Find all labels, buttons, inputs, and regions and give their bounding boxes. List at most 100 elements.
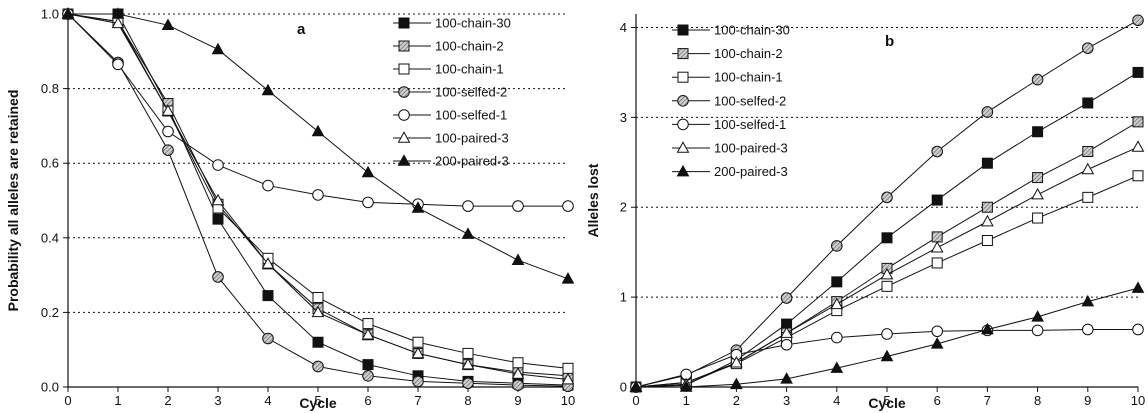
data-point [1082,323,1094,336]
data-point [830,297,844,310]
data-point [1031,187,1044,200]
data-point [362,196,374,209]
legend-label: 100-paired-3 [435,131,509,146]
data-point [629,380,643,392]
x-tick-label: 3 [214,393,221,408]
legend-label: 100-chain-30 [435,16,511,31]
series-100-chain-30 [630,66,1144,393]
data-point [212,159,224,171]
y-tick-label: 0.8 [41,81,59,96]
y-tick-label: 0.2 [41,305,59,320]
data-point [981,157,993,169]
data-point [1031,324,1044,337]
x-axis-title: Cycle [299,395,337,411]
y-tick-label: 0.6 [41,156,59,171]
data-point [562,200,574,212]
legend-label: 200-paired-3 [714,164,788,179]
x-tick-label: 2 [733,393,740,408]
x-tick-label: 10 [1131,393,1145,408]
data-point [1032,126,1044,138]
data-point [1132,14,1144,27]
data-point [780,338,793,351]
legend: 100-chain-30 100-chain-2 100-chain-1 100-se… [672,23,790,179]
x-tick-label: 8 [464,393,471,408]
x-tick-label: 0 [64,393,71,408]
legend-item: 100-selfed-2 [672,93,786,108]
series-line [635,71,1139,388]
data-point [881,328,893,340]
y-axis-title: Alleles lost [585,163,601,237]
data-point [1082,146,1094,158]
data-point [1132,323,1144,336]
data-point [312,360,324,373]
data-point [931,145,944,158]
series-200-paired-3 [61,7,575,284]
y-tick-label: 0.0 [41,380,59,395]
data-point [312,336,324,348]
x-tick-label: 5 [883,393,890,408]
data-point [1032,172,1044,184]
data-point [461,227,475,239]
data-point [1131,140,1145,152]
x-tick-label: 5 [314,393,321,408]
data-point [1081,294,1095,307]
data-point [512,200,524,212]
data-point [1132,170,1144,182]
x-tick-label: 4 [264,393,271,408]
x-tick-label: 4 [833,393,840,408]
data-point [730,377,743,390]
series-line [68,13,569,280]
data-point [362,370,374,382]
legend-item: 100-selfed-2 [393,85,507,100]
x-tick-label: 7 [984,393,991,408]
y-tick-label: 1 [620,290,627,305]
legend-marker [397,131,411,143]
data-point [412,375,424,388]
legend-item: 200-paired-3 [672,164,788,179]
legend-marker [676,141,690,153]
data-point [930,240,944,253]
panel-letter: b [885,33,894,50]
legend-label: 100-selfed-2 [435,85,507,100]
data-point [462,347,474,359]
data-point [931,231,943,243]
data-point [462,377,474,390]
x-tick-label: 9 [514,393,521,408]
data-point [361,165,375,178]
legend-item: 200-paired-3 [393,154,509,169]
y-tick-label: 4 [620,20,627,35]
data-point [881,280,893,292]
y-tick-label: 2 [620,200,627,215]
data-point [730,355,743,368]
x-tick-label: 9 [1084,393,1091,408]
legend-item: 100-chain-2 [672,46,783,61]
data-point [981,201,993,213]
data-point [212,213,224,225]
y-tick-label: 3 [620,110,627,125]
data-point [312,291,324,303]
legend-marker [398,17,410,29]
data-point [880,267,894,280]
x-tick-label: 1 [114,393,121,408]
data-point [1032,212,1044,224]
data-point [561,272,575,284]
data-point [931,194,943,206]
data-point [880,349,894,362]
legend-label: 100-selfed-1 [435,108,507,123]
legend-label: 100-chain-2 [714,46,783,61]
data-point [780,292,793,304]
data-point [262,290,274,302]
data-point [411,201,425,213]
data-point [1031,73,1044,86]
data-point [679,380,693,392]
data-point [362,359,374,371]
x-axis-title: Cycle [868,395,906,411]
legend-item: 100-chain-1 [393,62,504,77]
data-point [262,332,274,345]
legend-item: 100-selfed-1 [393,108,507,123]
data-point [111,7,125,19]
data-point [512,379,524,391]
legend-label: 100-chain-2 [435,39,504,54]
data-point [881,232,893,244]
